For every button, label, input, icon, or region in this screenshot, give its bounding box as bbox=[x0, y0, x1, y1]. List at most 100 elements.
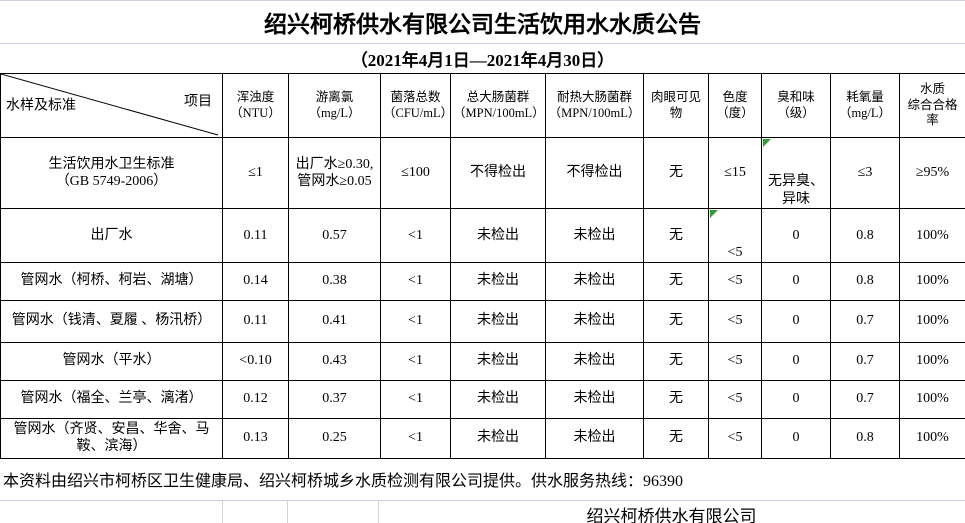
cell-text: 无异臭、 异味 bbox=[768, 174, 824, 207]
table-cell: <1 bbox=[380, 299, 451, 343]
table-cell: <0.10 bbox=[222, 341, 289, 381]
header-row: 项目 水样及标准 浑浊度 （NTU） 游离氯 （mg/L） 菌落总数（CFU/m… bbox=[0, 73, 965, 138]
table-row: 管网水（钱清、夏履 、杨汛桥） 0.11 0.41 <1 未检出 未检出 无 <… bbox=[0, 299, 965, 343]
table-cell: 100% bbox=[899, 261, 965, 301]
table-cell: 0 bbox=[761, 261, 831, 301]
column-header-odor-taste: 臭和味 （级） bbox=[761, 73, 831, 138]
table-cell: 未检出 bbox=[545, 341, 644, 381]
table-cell: 未检出 bbox=[545, 208, 644, 263]
table-cell: 0.41 bbox=[288, 299, 381, 343]
row-label: 管网水（钱清、夏履 、杨汛桥） bbox=[0, 299, 223, 343]
row-label: 管网水（齐贤、安昌、华舍、马鞍、滨海） bbox=[0, 417, 223, 459]
table-cell: 100% bbox=[899, 417, 965, 459]
table-cell: 100% bbox=[899, 379, 965, 419]
table-cell: ≥95% bbox=[899, 137, 965, 209]
company-name: 绍兴柯桥供水有限公司 bbox=[586, 506, 757, 523]
table-cell: 100% bbox=[899, 341, 965, 381]
corner-label-item: 项目 bbox=[184, 93, 212, 109]
gridline bbox=[222, 500, 223, 523]
table-cell: 无异臭、 异味 bbox=[761, 137, 831, 209]
corner-label-sample-standard: 水样及标准 bbox=[6, 97, 76, 113]
table-cell: <5 bbox=[708, 341, 762, 381]
table-row: 管网水（齐贤、安昌、华舍、马鞍、滨海） 0.13 0.25 <1 未检出 未检出… bbox=[0, 417, 965, 459]
error-indicator-icon bbox=[710, 210, 718, 218]
column-header-pass-rate: 水质 综合合格 率 bbox=[899, 73, 965, 138]
table-cell: 未检出 bbox=[545, 379, 644, 419]
water-quality-table: 项目 水样及标准 浑浊度 （NTU） 游离氯 （mg/L） 菌落总数（CFU/m… bbox=[0, 73, 965, 459]
table-cell: 0.8 bbox=[830, 208, 900, 263]
table-row: 管网水（平水） <0.10 0.43 <1 未检出 未检出 无 <5 0 0.7… bbox=[0, 341, 965, 381]
column-header-visible-matter: 肉眼可见物 bbox=[643, 73, 709, 138]
table-cell: 0.11 bbox=[222, 208, 289, 263]
table-cell: <1 bbox=[380, 379, 451, 419]
table-cell: 未检出 bbox=[450, 208, 546, 263]
table-cell: 未检出 bbox=[545, 299, 644, 343]
table-cell: 无 bbox=[643, 137, 709, 209]
table-cell: 100% bbox=[899, 208, 965, 263]
signature-row-company: 绍兴柯桥供水有限公司 bbox=[0, 500, 965, 523]
table-cell: ≤3 bbox=[830, 137, 900, 209]
gridline bbox=[287, 500, 288, 523]
table-cell: 无 bbox=[643, 208, 709, 263]
corner-cell: 项目 水样及标准 bbox=[0, 73, 223, 138]
table-cell: <1 bbox=[380, 261, 451, 301]
table-cell: <1 bbox=[380, 341, 451, 381]
table-row: 管网水（柯桥、柯岩、湖塘） 0.14 0.38 <1 未检出 未检出 无 <5 … bbox=[0, 261, 965, 301]
table-cell: ≤15 bbox=[708, 137, 762, 209]
table-cell: 未检出 bbox=[450, 261, 546, 301]
table-cell: ≤1 bbox=[222, 137, 289, 209]
table-cell: 0.38 bbox=[288, 261, 381, 301]
column-header-chromaticity: 色度 （度） bbox=[708, 73, 762, 138]
column-header-turbidity: 浑浊度 （NTU） bbox=[222, 73, 289, 138]
table-cell: 0 bbox=[761, 299, 831, 343]
table-cell: <5 bbox=[708, 261, 762, 301]
error-indicator-icon bbox=[763, 139, 771, 147]
gridline bbox=[378, 500, 379, 523]
table-cell: 未检出 bbox=[450, 417, 546, 459]
table-cell: <1 bbox=[380, 208, 451, 263]
table-cell: 0.7 bbox=[830, 341, 900, 381]
table-cell: <5 bbox=[708, 208, 762, 263]
table-cell: 0.37 bbox=[288, 379, 381, 419]
table-cell: 未检出 bbox=[545, 261, 644, 301]
table-cell: <5 bbox=[708, 299, 762, 343]
table-cell: 未检出 bbox=[450, 299, 546, 343]
table-cell: 出厂水≥0.30, 管网水≥0.05 bbox=[288, 137, 381, 209]
row-label: 管网水（平水） bbox=[0, 341, 223, 381]
table-row: 出厂水 0.11 0.57 <1 未检出 未检出 无 <5 0 0.8 100% bbox=[0, 208, 965, 263]
table-cell: 不得检出 bbox=[450, 137, 546, 209]
cell-text: <5 bbox=[727, 245, 743, 260]
table-cell: 100% bbox=[899, 299, 965, 343]
table-cell: 未检出 bbox=[450, 341, 546, 381]
table-cell: 0.12 bbox=[222, 379, 289, 419]
column-header-colony-count: 菌落总数（CFU/mL） bbox=[380, 73, 451, 138]
table-cell: <1 bbox=[380, 417, 451, 459]
page-title: 绍兴柯桥供水有限公司生活饮用水水质公告 bbox=[0, 1, 965, 44]
table-cell: 0.7 bbox=[830, 299, 900, 343]
row-label: 管网水（福全、兰亭、漓渚） bbox=[0, 379, 223, 419]
column-header-thermotolerant-coliform: 耐热大肠菌群 （MPN/100mL） bbox=[545, 73, 644, 138]
table-cell: 无 bbox=[643, 379, 709, 419]
table-cell: 0.43 bbox=[288, 341, 381, 381]
table-cell: 0 bbox=[761, 379, 831, 419]
table-cell: 0.7 bbox=[830, 379, 900, 419]
table-cell: 0.25 bbox=[288, 417, 381, 459]
column-header-oxygen-consumption: 耗氧量 （mg/L） bbox=[830, 73, 900, 138]
table-cell: 0 bbox=[761, 208, 831, 263]
row-label: 出厂水 bbox=[0, 208, 223, 263]
table-cell: 0 bbox=[761, 341, 831, 381]
table-cell: 0.57 bbox=[288, 208, 381, 263]
table-cell: 无 bbox=[643, 417, 709, 459]
row-label: 管网水（柯桥、柯岩、湖塘） bbox=[0, 261, 223, 301]
table-cell: 0 bbox=[761, 417, 831, 459]
table-cell: 不得检出 bbox=[545, 137, 644, 209]
table-cell: 未检出 bbox=[545, 417, 644, 459]
table-cell: 0.8 bbox=[830, 417, 900, 459]
table-cell: 0.11 bbox=[222, 299, 289, 343]
date-range: （2021年4月1日—2021年4月30日） bbox=[350, 51, 615, 70]
table-cell: 0.14 bbox=[222, 261, 289, 301]
table-cell: 0.13 bbox=[222, 417, 289, 459]
table-cell: <5 bbox=[708, 379, 762, 419]
row-label: 生活饮用水卫生标准 （GB 5749-2006） bbox=[0, 137, 223, 209]
